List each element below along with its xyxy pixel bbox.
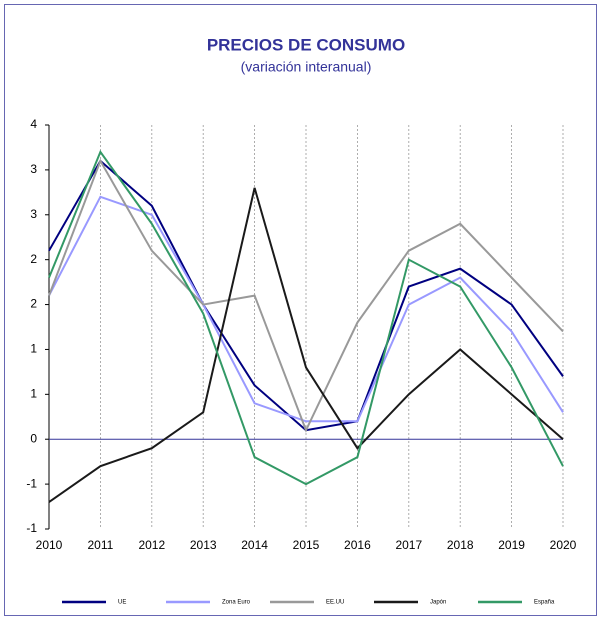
- x-tick-label: 2012: [138, 538, 165, 552]
- legend-label: Zona Euro: [222, 600, 251, 606]
- y-tick-label: 1: [30, 342, 37, 356]
- x-tick-label: 2019: [498, 538, 525, 552]
- chart-subtitle: (variación interanual): [241, 59, 372, 75]
- y-tick-label: 0: [30, 431, 37, 445]
- y-tick-label: 3: [30, 207, 37, 221]
- series-line: [48, 195, 564, 423]
- x-tick-label: 2013: [190, 538, 217, 552]
- series-line: [48, 187, 564, 503]
- y-tick-label: 3: [30, 162, 37, 176]
- chart-border: [4, 4, 597, 616]
- legend-label: EE.UU: [326, 600, 344, 606]
- y-tick-label: 1: [30, 387, 37, 401]
- legend-label: España: [534, 600, 555, 606]
- x-tick-label: 2015: [293, 538, 320, 552]
- series-line: [48, 158, 564, 433]
- x-tick-label: 2014: [241, 538, 268, 552]
- y-tick-label: 2: [30, 252, 37, 266]
- x-tick-label: 2017: [395, 538, 422, 552]
- legend-label: Japón: [430, 600, 446, 606]
- x-tick-label: 2018: [447, 538, 474, 552]
- x-tick-label: 2010: [36, 538, 63, 552]
- y-tick-label: 4: [30, 117, 37, 131]
- chart-title: PRECIOS DE CONSUMO: [207, 35, 405, 54]
- series-line: [48, 149, 564, 486]
- y-tick-label: -1: [26, 521, 37, 535]
- x-tick-label: 2011: [87, 538, 113, 552]
- x-tick-label: 2020: [550, 538, 577, 552]
- y-tick-label: -1: [26, 476, 37, 490]
- legend-label: UE: [118, 600, 126, 606]
- x-tick-label: 2016: [344, 538, 371, 552]
- y-tick-label: 2: [30, 297, 37, 311]
